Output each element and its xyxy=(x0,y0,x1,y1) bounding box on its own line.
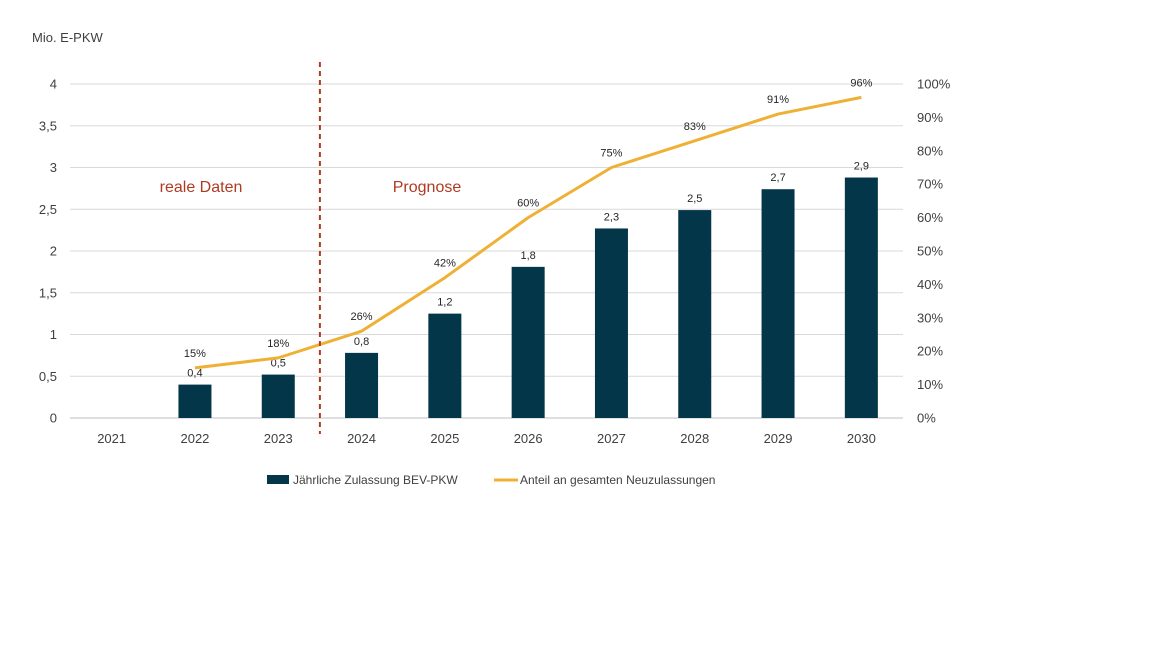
share-value-label: 83% xyxy=(684,121,706,133)
x-tick-label: 2027 xyxy=(597,431,626,446)
x-tick-label: 2022 xyxy=(180,431,209,446)
legend-bar-swatch xyxy=(267,475,289,484)
share-value-label: 96% xyxy=(850,77,872,89)
x-tick-label: 2028 xyxy=(680,431,709,446)
y2-tick-label: 20% xyxy=(917,344,943,359)
y-tick-label: 3,5 xyxy=(39,118,57,133)
share-line xyxy=(194,95,862,370)
left-y-axis: 0 0,5 1 1,5 2 2,5 3 3,5 4 xyxy=(39,77,57,426)
y2-tick-label: 0% xyxy=(917,411,936,426)
share-line-series xyxy=(194,95,862,370)
bar-value-label: 0,5 xyxy=(271,358,286,370)
bar xyxy=(428,313,462,418)
right-y-axis: 0% 10% 20% 30% 40% 50% 60% 70% 80% 90% 100% xyxy=(917,77,951,426)
share-value-label: 18% xyxy=(267,338,289,350)
y2-tick-label: 30% xyxy=(917,310,943,325)
bar-value-label: 2,3 xyxy=(604,211,619,223)
x-tick-label: 2024 xyxy=(347,431,376,446)
share-value-label: 42% xyxy=(434,258,456,270)
y2-tick-label: 70% xyxy=(917,177,943,192)
y-tick-label: 2,5 xyxy=(39,202,57,217)
y-axis-unit-label: Mio. E-PKW xyxy=(32,30,104,45)
y2-tick-label: 60% xyxy=(917,210,943,225)
bar-value-label: 2,5 xyxy=(687,193,702,205)
x-tick-label: 2023 xyxy=(264,431,293,446)
bar xyxy=(678,210,712,418)
share-value-label: 60% xyxy=(517,198,539,210)
y-tick-label: 0 xyxy=(50,411,57,426)
bar-value-label: 0,4 xyxy=(187,368,202,380)
x-tick-label: 2030 xyxy=(847,431,876,446)
bar xyxy=(594,228,628,418)
bar-data-labels: 0,4 0,5 0,8 1,2 1,8 2,3 2,5 2,7 2,9 xyxy=(187,161,869,380)
forecast-label: Prognose xyxy=(393,179,462,196)
bar-value-label: 1,2 xyxy=(437,297,452,309)
y2-tick-label: 40% xyxy=(917,277,943,292)
y-tick-label: 3 xyxy=(50,160,57,175)
y2-tick-label: 100% xyxy=(917,77,951,92)
x-tick-label: 2029 xyxy=(764,431,793,446)
bar xyxy=(511,266,545,418)
y-tick-label: 1 xyxy=(50,327,57,342)
y2-tick-label: 10% xyxy=(917,377,943,392)
share-value-label: 91% xyxy=(767,94,789,106)
x-tick-label: 2025 xyxy=(430,431,459,446)
legend-bar-label: Jährliche Zulassung BEV-PKW xyxy=(293,473,458,487)
gridlines xyxy=(70,83,903,419)
bar xyxy=(178,384,212,418)
x-tick-label: 2026 xyxy=(514,431,543,446)
y2-tick-label: 90% xyxy=(917,110,943,125)
bar xyxy=(761,189,795,418)
y2-tick-label: 50% xyxy=(917,244,943,259)
line-data-labels: 15% 18% 26% 42% 60% 75% 83% 91% 96% xyxy=(184,77,873,360)
bar xyxy=(844,177,878,418)
x-axis: 2021 2022 2023 2024 2025 2026 2027 2028 2029 2030 xyxy=(97,431,876,446)
bar xyxy=(345,352,379,418)
y-tick-label: 4 xyxy=(50,77,57,92)
share-value-label: 15% xyxy=(184,348,206,360)
share-value-label: 26% xyxy=(351,311,373,323)
bar xyxy=(261,374,295,418)
y-tick-label: 1,5 xyxy=(39,285,57,300)
bar-value-label: 2,7 xyxy=(770,172,785,184)
legend: Jährliche Zulassung BEV-PKW Anteil an ge… xyxy=(267,473,715,487)
bar-series xyxy=(178,177,878,418)
real-data-label: reale Daten xyxy=(160,179,243,196)
y2-tick-label: 80% xyxy=(917,143,943,158)
bar-value-label: 1,8 xyxy=(521,250,536,262)
legend-line-label: Anteil an gesamten Neuzulassungen xyxy=(520,473,715,487)
y-tick-label: 0,5 xyxy=(39,369,57,384)
share-value-label: 75% xyxy=(600,148,622,160)
bar-value-label: 0,8 xyxy=(354,336,369,348)
x-tick-label: 2021 xyxy=(97,431,126,446)
bar-value-label: 2,9 xyxy=(854,161,869,173)
y-tick-label: 2 xyxy=(50,244,57,259)
